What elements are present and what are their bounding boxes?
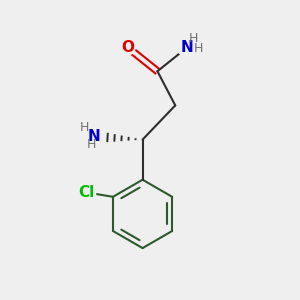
Text: Cl: Cl	[78, 185, 94, 200]
Circle shape	[178, 38, 197, 57]
Circle shape	[120, 40, 135, 55]
Text: H: H	[189, 32, 198, 45]
Text: N: N	[181, 40, 194, 55]
Text: H: H	[86, 138, 96, 152]
Circle shape	[84, 127, 103, 146]
Circle shape	[77, 183, 96, 202]
Text: H: H	[194, 42, 203, 56]
Text: H: H	[80, 121, 89, 134]
Text: N: N	[87, 129, 100, 144]
Text: O: O	[121, 40, 134, 55]
